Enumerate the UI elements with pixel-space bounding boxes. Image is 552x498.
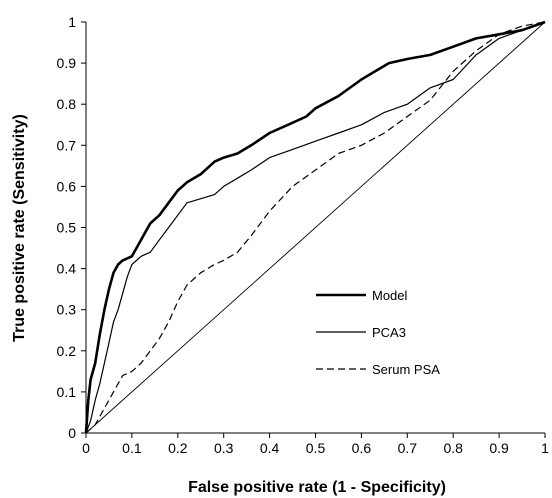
y-tick-label: 0.9 — [57, 55, 77, 71]
legend-label-pca3: PCA3 — [372, 325, 406, 340]
y-tick-label: 0.1 — [57, 384, 77, 400]
y-axis-ticks: 0 0.1 0.2 0.3 0.4 0.5 0.6 0.7 0.8 0.9 1 — [57, 14, 86, 441]
y-tick-label: 0.7 — [57, 137, 77, 153]
x-tick-label: 0.7 — [398, 440, 418, 456]
x-tick-label: 0 — [82, 440, 90, 456]
y-tick-label: 0.3 — [57, 302, 77, 318]
x-tick-label: 0.8 — [443, 440, 463, 456]
x-axis-ticks: 0 0.1 0.2 0.3 0.4 0.5 0.6 0.7 0.8 0.9 1 — [82, 433, 549, 456]
x-tick-label: 0.1 — [122, 440, 142, 456]
legend: Model PCA3 Serum PSA — [316, 288, 440, 377]
x-tick-label: 0.4 — [260, 440, 280, 456]
legend-label-serum-psa: Serum PSA — [372, 362, 440, 377]
x-tick-label: 0.5 — [306, 440, 326, 456]
legend-label-model: Model — [372, 288, 408, 303]
y-tick-label: 0.2 — [57, 343, 77, 359]
y-tick-label: 1 — [68, 14, 76, 30]
x-tick-label: 0.3 — [214, 440, 234, 456]
series-layer — [84, 20, 546, 434]
x-tick-label: 0.9 — [489, 440, 509, 456]
y-tick-label: 0.5 — [57, 220, 77, 236]
series-line-reference-diagonal — [85, 21, 546, 434]
series-line-model — [84, 20, 546, 434]
series-line-serum-psa — [85, 21, 546, 434]
y-axis-title: True positive rate (Sensitivity) — [11, 114, 28, 342]
x-tick-label: 0.2 — [168, 440, 188, 456]
series-line-pca3 — [85, 21, 546, 434]
y-tick-label: 0 — [68, 425, 76, 441]
x-axis-title: False positive rate (1 - Specificity) — [188, 479, 446, 496]
y-tick-label: 0.4 — [57, 261, 77, 277]
y-tick-label: 0.6 — [57, 178, 77, 194]
x-tick-label: 0.6 — [352, 440, 372, 456]
y-tick-label: 0.8 — [57, 96, 77, 112]
x-tick-label: 1 — [541, 440, 549, 456]
